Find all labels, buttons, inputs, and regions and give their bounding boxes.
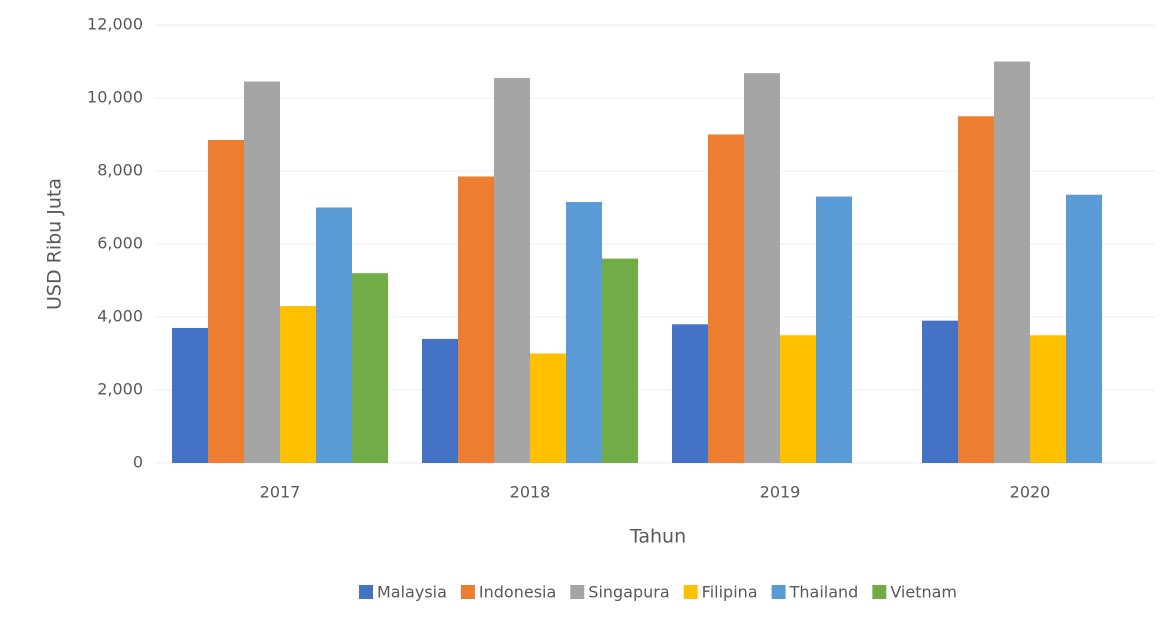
bar: [422, 338, 458, 463]
bar: [958, 116, 994, 463]
bar: [1066, 194, 1102, 463]
bar: [494, 77, 530, 464]
y-tick-label: 2,000: [97, 380, 143, 399]
legend-swatch: [358, 585, 373, 599]
bar: [602, 258, 638, 463]
bar: [780, 335, 816, 463]
bar: [172, 327, 208, 463]
legend-swatch: [460, 585, 475, 599]
y-tick-label: 4,000: [97, 307, 143, 326]
x-tick-label: 2017: [260, 483, 301, 502]
bar: [994, 61, 1030, 463]
legend-label: Filipina: [702, 583, 758, 602]
bar: [458, 176, 494, 463]
bar: [566, 202, 602, 463]
bar: [922, 320, 958, 463]
bar: [316, 207, 352, 463]
legend-label: Malaysia: [377, 583, 447, 602]
y-tick-label: 0: [133, 453, 143, 472]
y-tick-label: 8,000: [97, 161, 143, 180]
bar: [530, 353, 566, 463]
x-tick-label: 2020: [1010, 483, 1051, 502]
y-axis-title: USD Ribu Juta: [44, 178, 66, 310]
y-tick-label: 10,000: [87, 88, 143, 107]
bar: [816, 196, 852, 464]
legend-swatch: [570, 585, 585, 599]
y-tick-label: 6,000: [97, 234, 143, 253]
legend-swatch: [683, 585, 698, 599]
bar: [672, 324, 708, 463]
bar: [1030, 335, 1066, 463]
bar: [208, 139, 244, 463]
x-tick-label: 2019: [760, 483, 801, 502]
legend-label: Vietnam: [890, 583, 957, 602]
legend-swatch: [872, 585, 887, 599]
legend-label: Thailand: [789, 583, 859, 602]
x-axis-title: Tahun: [629, 526, 686, 548]
bar: [244, 81, 280, 463]
bar: [744, 73, 780, 464]
bar: [708, 134, 744, 463]
legend-label: Indonesia: [479, 583, 556, 602]
legend-swatch: [771, 585, 786, 599]
legend-label: Singapura: [588, 583, 669, 602]
y-tick-label: 12,000: [87, 15, 143, 34]
bar: [352, 273, 388, 463]
x-tick-label: 2018: [510, 483, 551, 502]
bar: [280, 306, 316, 463]
